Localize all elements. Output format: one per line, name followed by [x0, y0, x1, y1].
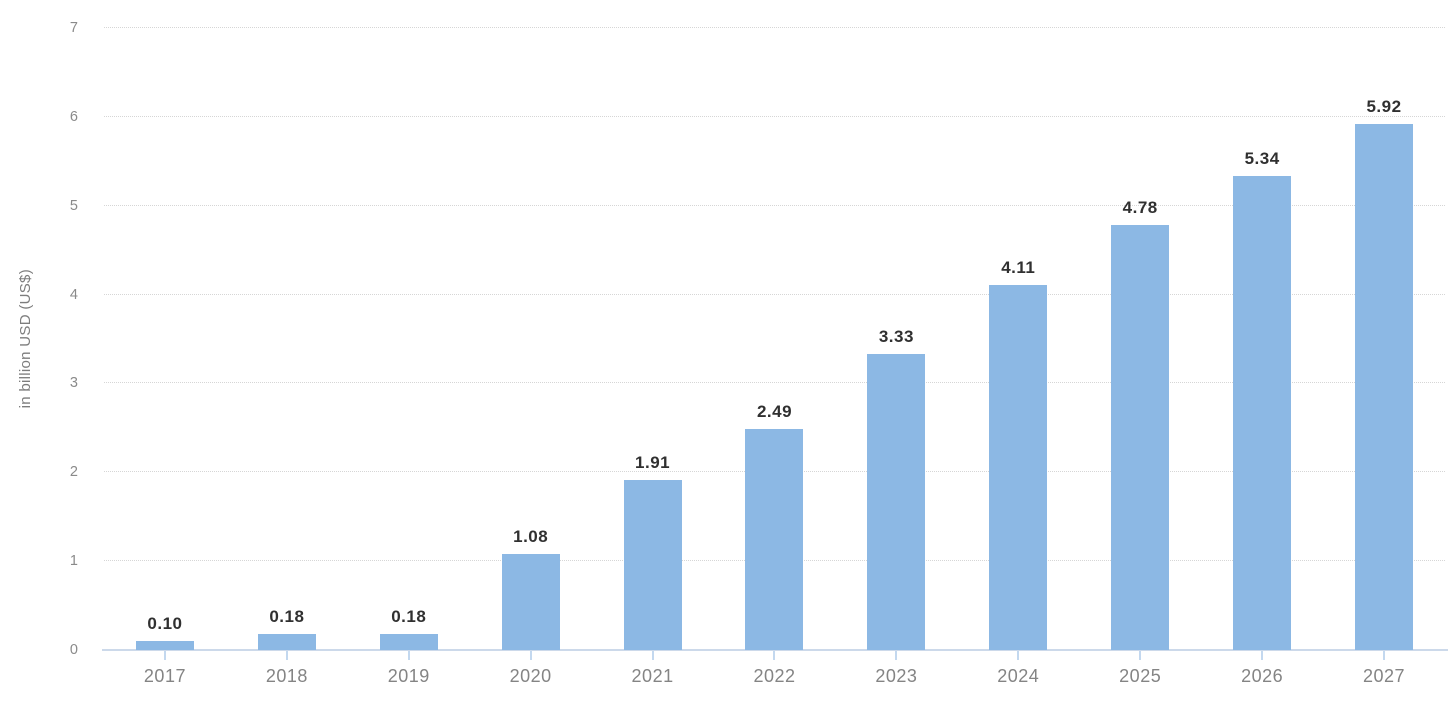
- bar[interactable]: [867, 354, 926, 650]
- x-tick-mark: [1383, 651, 1386, 660]
- x-axis-cell: 2025: [1079, 651, 1201, 704]
- bar-column: 1.91: [592, 28, 714, 650]
- y-tick-label: 2: [69, 464, 78, 481]
- bar[interactable]: [1233, 175, 1292, 650]
- bar-value-label: 1.91: [635, 453, 671, 473]
- x-axis-cell: 2017: [104, 651, 226, 704]
- x-tick-mark: [895, 651, 898, 660]
- bar-value-label: 0.18: [391, 607, 427, 627]
- x-tick-label: 2022: [753, 666, 796, 686]
- y-tick-label: 1: [69, 553, 78, 570]
- x-tick-label: 2026: [1241, 666, 1284, 686]
- x-tick-mark: [1261, 651, 1264, 660]
- gridline: [104, 204, 1445, 206]
- bar-column: 5.92: [1323, 28, 1445, 650]
- x-axis-cell: 2020: [470, 651, 592, 704]
- bar-column: 5.34: [1201, 28, 1323, 650]
- x-axis-row: 2017 2018 2019 2020 2021 2022 2023 2024 2025 2026…: [104, 651, 1445, 704]
- bar[interactable]: [379, 634, 438, 650]
- bars-row: 0.10 0.18 0.18 1.08 1.91 2.49 3.33 4.11 4.78 5.34…: [104, 28, 1445, 650]
- bar-value-label: 0.10: [147, 614, 183, 634]
- bar-column: 0.18: [226, 28, 348, 650]
- x-axis-cell: 2023: [835, 651, 957, 704]
- x-tick-mark: [529, 651, 532, 660]
- y-tick-label: 3: [69, 375, 78, 392]
- y-tick-labels: 0 1 2 3 4 5 6 7: [42, 20, 78, 658]
- x-tick-mark: [1139, 651, 1142, 660]
- bar-value-label: 5.92: [1366, 96, 1402, 116]
- x-axis-cell: 2026: [1201, 651, 1323, 704]
- bar-column: 3.33: [835, 28, 957, 650]
- bar-column: 2.49: [714, 28, 836, 650]
- gridline: [104, 115, 1445, 117]
- bar[interactable]: [623, 480, 682, 650]
- x-tick-mark: [651, 651, 654, 660]
- y-axis-title-container: in billion USD (US$): [8, 28, 42, 650]
- x-axis-cell: 2021: [592, 651, 714, 704]
- bar-column: 1.08: [470, 28, 592, 650]
- bar-value-label: 5.34: [1244, 148, 1280, 168]
- x-tick-mark: [1017, 651, 1020, 660]
- bar-value-label: 4.11: [1001, 257, 1036, 277]
- x-tick-mark: [285, 651, 288, 660]
- x-tick-label: 2018: [265, 666, 308, 686]
- x-axis-cell: 2019: [348, 651, 470, 704]
- bar-column: 0.10: [104, 28, 226, 650]
- x-tick-label: 2024: [997, 666, 1040, 686]
- x-tick-label: 2019: [387, 666, 430, 686]
- x-axis-baseline: [102, 649, 1448, 651]
- x-tick-mark: [407, 651, 410, 660]
- bar[interactable]: [989, 284, 1048, 650]
- bar-value-label: 3.33: [878, 327, 914, 347]
- gridline: [104, 382, 1445, 384]
- bar-value-label: 4.78: [1122, 198, 1158, 218]
- x-axis-cell: 2018: [226, 651, 348, 704]
- bar[interactable]: [1355, 123, 1414, 650]
- bar-value-label: 1.08: [513, 527, 549, 547]
- bar[interactable]: [257, 634, 316, 650]
- y-tick-label: 0: [69, 642, 78, 658]
- y-axis-title: in billion USD (US$): [16, 269, 34, 409]
- x-tick-label: 2020: [509, 666, 552, 686]
- x-tick-mark: [163, 651, 166, 660]
- bar[interactable]: [501, 554, 560, 650]
- y-tick-label: 6: [69, 108, 78, 125]
- plot-area: 0.10 0.18 0.18 1.08 1.91 2.49 3.33 4.11 4.78 5.34…: [102, 27, 1448, 651]
- bar-value-label: 0.18: [269, 607, 305, 627]
- bar-column: 4.78: [1079, 28, 1201, 650]
- gridline: [104, 27, 1445, 28]
- x-axis-cell: 2022: [714, 651, 836, 704]
- bar[interactable]: [1111, 225, 1170, 650]
- bar-value-label: 2.49: [756, 401, 793, 421]
- bar[interactable]: [745, 428, 804, 650]
- y-tick-label: 7: [69, 20, 78, 36]
- x-tick-label: 2023: [875, 666, 918, 686]
- x-tick-label: 2017: [143, 666, 186, 686]
- x-tick-mark: [773, 651, 776, 660]
- x-tick-label: 2021: [631, 666, 674, 686]
- bar-column: 4.11: [957, 28, 1079, 650]
- x-axis-cell: 2027: [1323, 651, 1445, 704]
- x-tick-label: 2027: [1362, 666, 1406, 686]
- y-tick-label: 4: [69, 286, 78, 303]
- x-tick-label: 2025: [1119, 666, 1162, 686]
- y-tick-label: 5: [69, 197, 78, 214]
- gridline: [104, 293, 1445, 295]
- x-axis-cell: 2024: [957, 651, 1079, 704]
- bar-column: 0.18: [348, 28, 470, 650]
- bar[interactable]: [135, 641, 194, 650]
